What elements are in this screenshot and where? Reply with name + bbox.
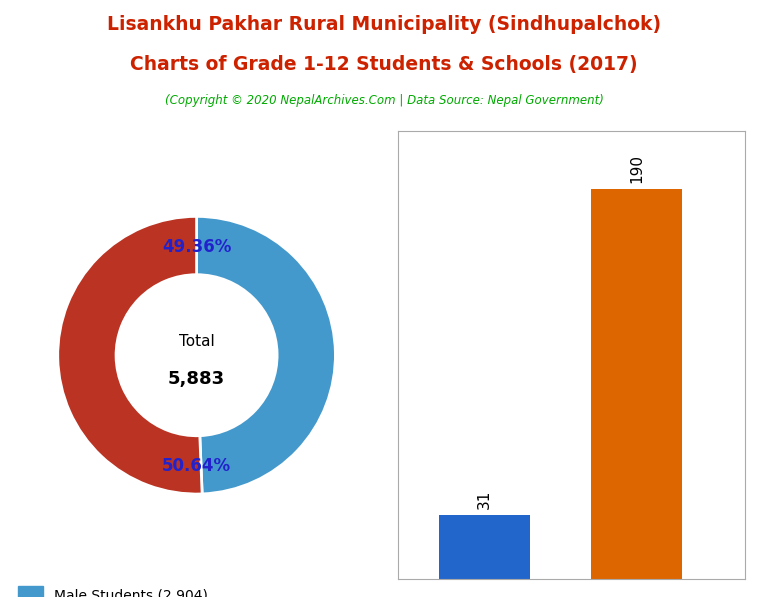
Text: 190: 190 — [629, 153, 644, 183]
Text: 31: 31 — [477, 490, 492, 509]
Legend: Male Students (2,904), Female Students (2,979): Male Students (2,904), Female Students (… — [12, 581, 231, 597]
Text: (Copyright © 2020 NepalArchives.Com | Data Source: Nepal Government): (Copyright © 2020 NepalArchives.Com | Da… — [164, 94, 604, 107]
Text: Charts of Grade 1-12 Students & Schools (2017): Charts of Grade 1-12 Students & Schools … — [131, 55, 637, 74]
Bar — [439, 515, 530, 579]
Wedge shape — [197, 216, 336, 494]
Wedge shape — [58, 216, 202, 494]
Text: Lisankhu Pakhar Rural Municipality (Sindhupalchok): Lisankhu Pakhar Rural Municipality (Sind… — [107, 15, 661, 34]
Text: 49.36%: 49.36% — [162, 238, 231, 256]
Text: 5,883: 5,883 — [168, 370, 225, 388]
Text: Total: Total — [179, 334, 214, 349]
Bar — [591, 189, 682, 579]
Text: 50.64%: 50.64% — [162, 457, 231, 475]
